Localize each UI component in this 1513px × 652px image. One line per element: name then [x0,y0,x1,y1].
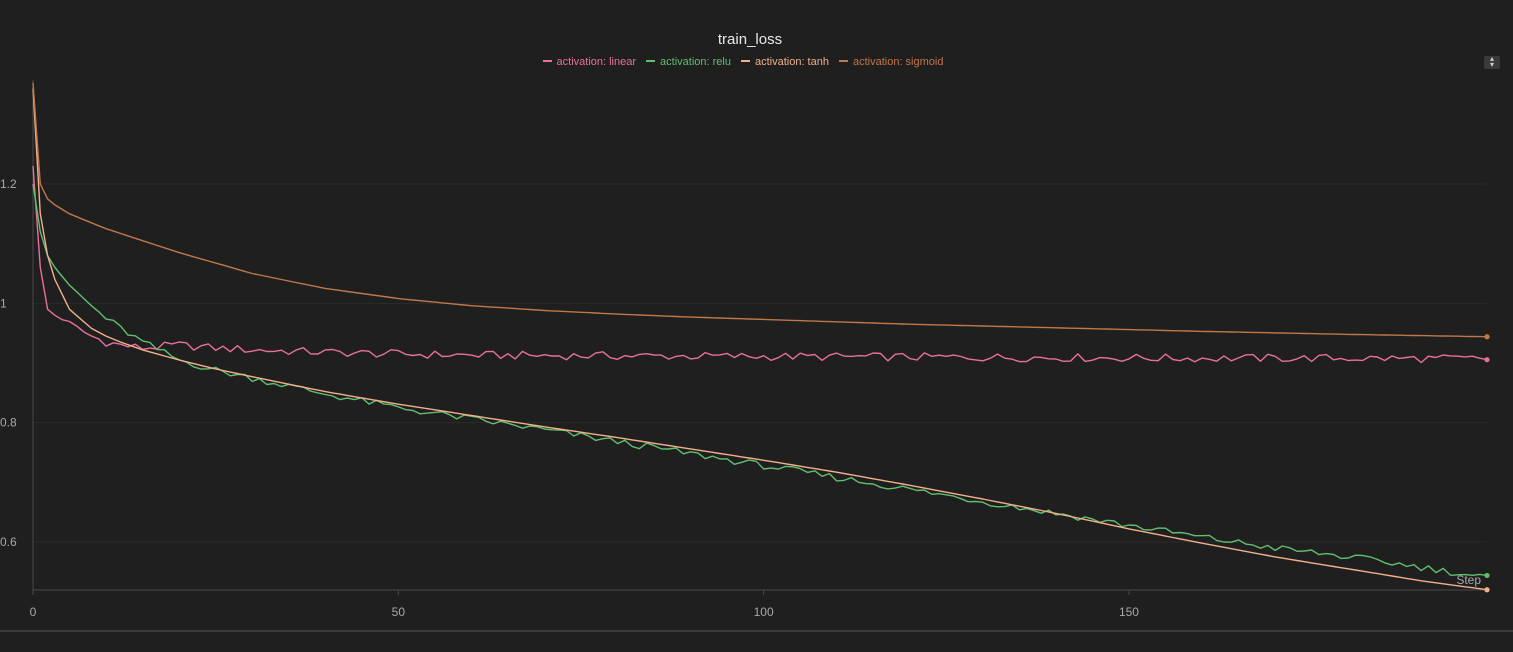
chart-legend: activation: linear activation: relu activa… [0,56,1486,68]
legend-label: activation: sigmoid [852,56,944,68]
chart-title: train_loss [717,31,783,48]
series-endpoint-activation-linear [1484,357,1490,363]
legend-label: activation: linear [556,56,637,68]
sort-down-icon: ▾ [1489,60,1494,69]
x-axis-label: Step [1456,573,1481,587]
series-line-activation-sigmoid [32,82,1488,338]
x-tick-label: 50 [392,605,406,619]
y-tick-label: 0.6 [0,535,17,549]
series-endpoint-activation-relu [1484,572,1490,579]
sort-up-icon: ▴ [1489,54,1494,63]
series-endpoint-activation-sigmoid [1484,334,1490,340]
series-line-activation-tanh [32,88,1488,591]
x-tick-label: 100 [754,605,774,619]
x-tick-label: 150 [1119,605,1139,619]
legend-swatch [646,60,656,63]
x-tick-label: 0 [30,605,37,619]
legend-swatch [542,60,552,63]
legend-swatch [838,60,848,63]
series-endpoint-activation-tanh [1484,587,1490,593]
y-tick-label: 1.2 [0,177,17,191]
series-line-activation-linear [32,166,1488,364]
panel-divider [0,630,1513,632]
legend-item[interactable]: activation: tanh [740,56,829,68]
legend-label: activation: tanh [754,56,829,68]
y-tick-label: 0.8 [0,416,17,430]
legend-swatch [740,60,750,63]
y-tick-label: 1 [0,296,7,310]
legend-item[interactable]: activation: sigmoid [838,56,944,68]
legend-item[interactable]: activation: linear [542,56,637,68]
legend-sort-toggle[interactable]: ▴ ▾ [1484,54,1500,69]
legend-item[interactable]: activation: relu [646,56,731,68]
series-line-activation-relu [32,183,1488,577]
legend-label: activation: relu [660,56,731,68]
